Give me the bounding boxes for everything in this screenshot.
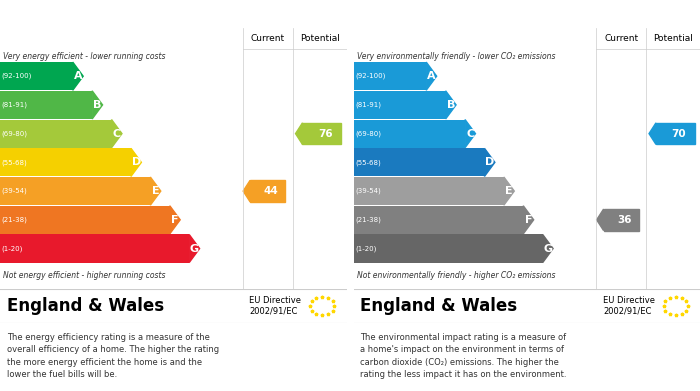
FancyBboxPatch shape xyxy=(0,235,189,263)
FancyBboxPatch shape xyxy=(0,62,73,90)
Text: 36: 36 xyxy=(617,215,632,225)
Text: Very energy efficient - lower running costs: Very energy efficient - lower running co… xyxy=(4,52,166,61)
Polygon shape xyxy=(170,206,180,234)
Text: The environmental impact rating is a measure of
a home's impact on the environme: The environmental impact rating is a mea… xyxy=(360,333,567,379)
FancyBboxPatch shape xyxy=(0,91,92,119)
Text: (21-38): (21-38) xyxy=(1,217,27,223)
Polygon shape xyxy=(150,177,161,205)
Polygon shape xyxy=(73,62,83,90)
FancyBboxPatch shape xyxy=(354,120,465,148)
Text: Current: Current xyxy=(604,34,638,43)
Text: (1-20): (1-20) xyxy=(1,245,23,252)
FancyBboxPatch shape xyxy=(0,148,131,176)
Polygon shape xyxy=(649,123,656,144)
FancyBboxPatch shape xyxy=(354,62,426,90)
Text: 76: 76 xyxy=(318,129,332,139)
Text: Energy Efficiency Rating: Energy Efficiency Rating xyxy=(7,7,190,21)
Text: C: C xyxy=(466,129,475,139)
Polygon shape xyxy=(131,148,141,176)
Polygon shape xyxy=(484,148,495,176)
Text: EU Directive
2002/91/EC: EU Directive 2002/91/EC xyxy=(603,296,655,316)
Polygon shape xyxy=(189,235,199,263)
Polygon shape xyxy=(302,123,341,144)
Polygon shape xyxy=(524,206,533,234)
Polygon shape xyxy=(92,91,103,119)
Text: England & Wales: England & Wales xyxy=(360,297,517,315)
Text: Potential: Potential xyxy=(653,34,693,43)
Text: D: D xyxy=(485,157,494,167)
Text: (55-68): (55-68) xyxy=(1,159,27,166)
Text: B: B xyxy=(447,100,455,110)
FancyBboxPatch shape xyxy=(354,148,484,176)
Text: The energy efficiency rating is a measure of the
overall efficiency of a home. T: The energy efficiency rating is a measur… xyxy=(7,333,219,379)
Polygon shape xyxy=(295,123,302,144)
Text: Not energy efficient - higher running costs: Not energy efficient - higher running co… xyxy=(4,271,166,280)
Text: EU Directive
2002/91/EC: EU Directive 2002/91/EC xyxy=(249,296,302,316)
Text: D: D xyxy=(132,157,141,167)
Text: 44: 44 xyxy=(264,186,279,196)
Polygon shape xyxy=(603,209,639,231)
Text: G: G xyxy=(543,244,552,253)
Text: (39-54): (39-54) xyxy=(1,188,27,194)
Text: A: A xyxy=(427,71,436,81)
Polygon shape xyxy=(596,209,603,231)
FancyBboxPatch shape xyxy=(0,206,170,234)
FancyBboxPatch shape xyxy=(354,206,524,234)
Text: Potential: Potential xyxy=(300,34,339,43)
Text: (81-91): (81-91) xyxy=(355,102,382,108)
Text: F: F xyxy=(172,215,178,225)
Text: (21-38): (21-38) xyxy=(355,217,381,223)
Polygon shape xyxy=(542,235,553,263)
Text: Environmental Impact (CO₂) Rating: Environmental Impact (CO₂) Rating xyxy=(360,7,622,21)
Text: England & Wales: England & Wales xyxy=(7,297,164,315)
Text: (39-54): (39-54) xyxy=(355,188,381,194)
FancyBboxPatch shape xyxy=(354,235,542,263)
Text: E: E xyxy=(152,186,160,196)
Polygon shape xyxy=(446,91,456,119)
Text: (92-100): (92-100) xyxy=(1,73,32,79)
Polygon shape xyxy=(465,120,475,148)
Text: C: C xyxy=(113,129,121,139)
Text: Not environmentally friendly - higher CO₂ emissions: Not environmentally friendly - higher CO… xyxy=(357,271,556,280)
Polygon shape xyxy=(250,180,286,202)
FancyBboxPatch shape xyxy=(0,120,111,148)
Text: (1-20): (1-20) xyxy=(355,245,377,252)
Text: (69-80): (69-80) xyxy=(1,130,28,137)
Polygon shape xyxy=(426,62,437,90)
Text: B: B xyxy=(93,100,102,110)
Text: (81-91): (81-91) xyxy=(1,102,28,108)
Text: G: G xyxy=(190,244,199,253)
FancyBboxPatch shape xyxy=(354,177,504,205)
Text: E: E xyxy=(505,186,513,196)
Polygon shape xyxy=(504,177,514,205)
Polygon shape xyxy=(656,123,694,144)
Text: (55-68): (55-68) xyxy=(355,159,381,166)
Text: 70: 70 xyxy=(671,129,686,139)
Text: (69-80): (69-80) xyxy=(355,130,382,137)
Polygon shape xyxy=(243,180,250,202)
Text: A: A xyxy=(74,71,83,81)
Text: (92-100): (92-100) xyxy=(355,73,386,79)
Polygon shape xyxy=(111,120,122,148)
FancyBboxPatch shape xyxy=(0,177,150,205)
Text: Very environmentally friendly - lower CO₂ emissions: Very environmentally friendly - lower CO… xyxy=(357,52,556,61)
Text: Current: Current xyxy=(251,34,285,43)
Text: F: F xyxy=(525,215,532,225)
FancyBboxPatch shape xyxy=(354,91,446,119)
